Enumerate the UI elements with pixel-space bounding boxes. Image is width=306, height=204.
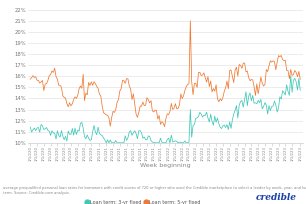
- Text: credible: credible: [256, 193, 297, 202]
- Text: average prequalified personal loan rates for borrowers with credit scores of 720: average prequalified personal loan rates…: [3, 186, 306, 195]
- X-axis label: Week beginning: Week beginning: [140, 163, 191, 168]
- Legend: Loan term: 3-yr fixed, Loan term: 5-yr fixed: Loan term: 3-yr fixed, Loan term: 5-yr f…: [84, 198, 202, 204]
